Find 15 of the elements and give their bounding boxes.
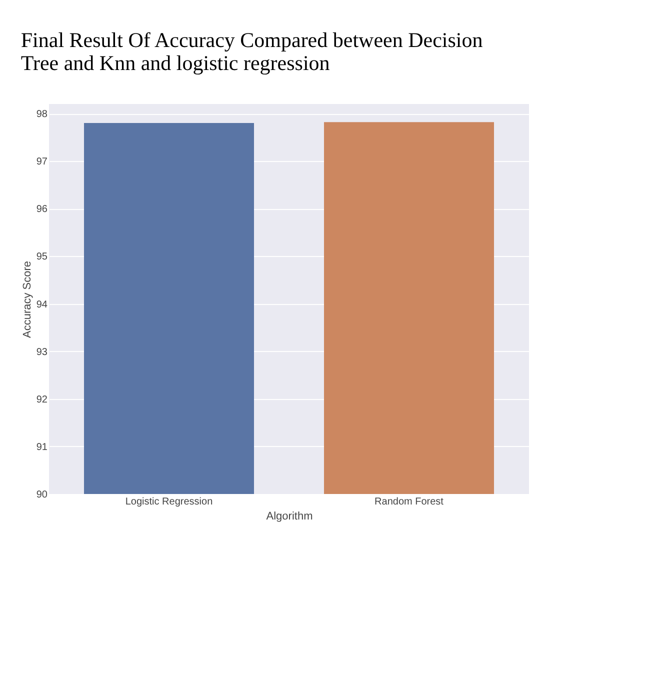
y-tick-label: 92	[36, 394, 48, 406]
y-tick-label: 98	[36, 109, 48, 120]
y-tick-label: 97	[36, 156, 48, 168]
x-tick-label: Logistic Regression	[125, 496, 213, 508]
x-axis-title: Algorithm	[266, 510, 313, 522]
text: Final Result Of Accuracy Compared between Decision	[20, 28, 483, 52]
y-tick-label: 91	[36, 442, 48, 453]
y-tick-label: 93	[36, 346, 48, 358]
y-tick-label: 94	[36, 299, 48, 310]
y-tick-label: 90	[36, 490, 48, 500]
text: Tree and Knn and logistic regression	[20, 51, 330, 75]
y-axis-title: Accuracy Score	[21, 260, 34, 338]
x-tick-label: Random Forest	[374, 496, 444, 508]
y-tick-label: 96	[36, 204, 48, 216]
y-tick-label: 95	[36, 252, 48, 263]
